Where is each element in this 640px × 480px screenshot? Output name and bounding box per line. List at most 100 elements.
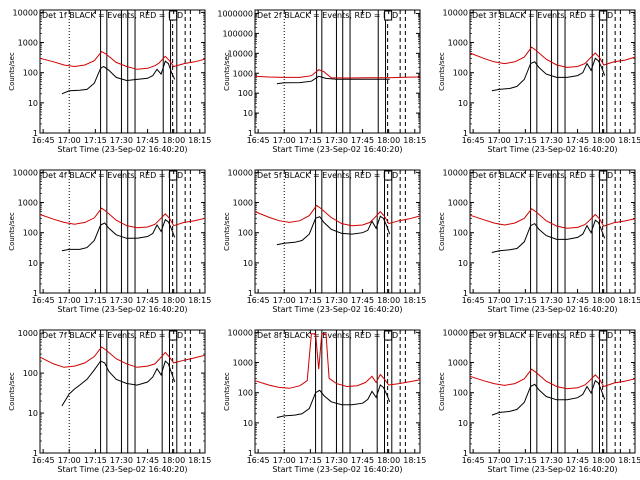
- x-tick-label: 17:45: [136, 296, 159, 305]
- chart-title: Det 9f BLACK = Events, RED = LLD: [472, 331, 613, 340]
- x-tick-label: 18:15: [618, 456, 640, 465]
- chart-panel-3: Det 3f BLACK = Events, RED = LLD 1 10 100 10…: [438, 8, 640, 154]
- y-tick-label: 1: [33, 449, 38, 458]
- series-line-lld: [469, 46, 636, 68]
- x-axis-label: Start Time (23-Sep-02 16:40:20): [487, 145, 617, 154]
- x-tick-label: 17:30: [325, 456, 348, 465]
- y-tick-label: 10000: [228, 49, 253, 58]
- y-tick-label: 1000: [233, 199, 253, 208]
- marker-box: [384, 10, 393, 21]
- x-tick-label: 17:45: [566, 296, 589, 305]
- y-tick-label: 100000: [222, 29, 253, 38]
- plot-frame: [39, 169, 206, 294]
- x-tick-label: 17:00: [488, 136, 511, 145]
- series-line-events: [61, 60, 176, 95]
- series-line-lld: [254, 204, 421, 227]
- y-tick-label: 1: [248, 449, 253, 458]
- marker-box: [384, 170, 393, 181]
- chart-title: Det 3f BLACK = Events, RED = LLD: [472, 11, 613, 20]
- y-tick-label: 10000: [13, 168, 38, 177]
- y-tick-label: 1000: [448, 199, 468, 208]
- x-tick-label: 17:15: [84, 296, 107, 305]
- plot-frame: [254, 329, 421, 454]
- series-line-lld: [254, 69, 421, 79]
- y-tick-label: 1: [463, 129, 468, 138]
- x-tick-label: 18:15: [403, 136, 426, 145]
- y-tick-label: 1: [33, 129, 38, 138]
- y-tick-label: 100: [23, 369, 38, 378]
- plot-frame: [469, 329, 636, 454]
- x-tick-label: 16:45: [462, 456, 485, 465]
- x-tick-label: 17:30: [110, 296, 133, 305]
- x-tick-label: 17:45: [351, 136, 374, 145]
- x-tick-label: 17:45: [136, 136, 159, 145]
- x-tick-label: 16:45: [247, 296, 270, 305]
- x-tick-label: 16:45: [462, 136, 485, 145]
- y-tick-label: 10: [28, 259, 38, 268]
- x-tick-label: 18:00: [377, 296, 400, 305]
- y-tick-label: 1000: [233, 69, 253, 78]
- x-tick-label: 17:45: [351, 456, 374, 465]
- y-tick-label: 10000: [443, 328, 468, 337]
- y-tick-label: 100: [238, 389, 253, 398]
- x-tick-label: 17:45: [566, 136, 589, 145]
- x-axis-label: Start Time (23-Sep-02 16:40:20): [272, 145, 402, 154]
- x-tick-label: 17:15: [299, 136, 322, 145]
- y-tick-label: 1: [463, 289, 468, 298]
- x-tick-label: 17:30: [110, 456, 133, 465]
- series-line-events: [491, 379, 606, 416]
- y-axis-label: Counts/sec: [438, 52, 446, 91]
- chart-panel-8: Det 8f BLACK = Events, RED = LLD 1 10 100 10…: [223, 328, 426, 474]
- x-tick-label: 18:00: [162, 296, 185, 305]
- x-tick-label: 17:15: [84, 136, 107, 145]
- x-tick-label: 17:30: [325, 136, 348, 145]
- y-tick-label: 100: [238, 229, 253, 238]
- chart-title: Det 4f BLACK = Events, RED = LLD: [42, 171, 183, 180]
- chart-panel-9: Det 9f BLACK = Events, RED = LLD 1 10 100 10…: [438, 328, 640, 474]
- chart-title: Det 8f BLACK = Events, RED = LLD: [257, 331, 398, 340]
- x-tick-label: 17:30: [325, 296, 348, 305]
- y-tick-label: 10: [458, 419, 468, 428]
- x-tick-label: 17:30: [110, 136, 133, 145]
- x-axis-label: Start Time (23-Sep-02 16:40:20): [487, 305, 617, 314]
- chart-panel-6: Det 6f BLACK = Events, RED = LLD 1 10 100 10…: [438, 168, 640, 314]
- x-tick-label: 17:15: [84, 456, 107, 465]
- plot-frame: [254, 9, 421, 134]
- x-tick-label: 16:45: [32, 456, 55, 465]
- y-tick-label: 10: [458, 99, 468, 108]
- x-tick-label: 16:45: [247, 456, 270, 465]
- series-line-events: [491, 219, 606, 253]
- y-tick-label: 10: [243, 259, 253, 268]
- x-tick-label: 17:30: [540, 136, 563, 145]
- x-tick-label: 18:00: [592, 456, 615, 465]
- x-tick-label: 18:00: [162, 456, 185, 465]
- x-tick-label: 17:15: [299, 456, 322, 465]
- chart-panel-5: Det 5f BLACK = Events, RED = LLD 1 10 100 10…: [223, 168, 426, 314]
- x-tick-label: 16:45: [462, 296, 485, 305]
- y-tick-label: 10: [243, 109, 253, 118]
- x-tick-label: 18:00: [592, 136, 615, 145]
- y-axis-label: Counts/sec: [8, 212, 16, 251]
- x-tick-label: 18:00: [162, 136, 185, 145]
- x-tick-label: 18:15: [403, 296, 426, 305]
- x-tick-label: 18:15: [188, 456, 211, 465]
- marker-box: [169, 330, 178, 341]
- x-tick-label: 17:15: [299, 296, 322, 305]
- y-tick-label: 10: [243, 419, 253, 428]
- x-tick-label: 17:15: [514, 456, 537, 465]
- marker-box: [599, 330, 608, 341]
- x-tick-label: 18:15: [618, 136, 640, 145]
- y-tick-label: 100: [23, 69, 38, 78]
- y-axis-label: Counts/sec: [438, 212, 446, 251]
- x-tick-label: 17:30: [540, 296, 563, 305]
- x-tick-label: 17:00: [273, 456, 296, 465]
- x-axis-label: Start Time (23-Sep-02 16:40:20): [57, 145, 187, 154]
- series-line-events: [276, 75, 390, 85]
- x-axis-label: Start Time (23-Sep-02 16:40:20): [57, 465, 187, 474]
- x-tick-label: 16:45: [32, 296, 55, 305]
- x-tick-label: 18:00: [377, 136, 400, 145]
- x-tick-label: 17:00: [58, 296, 81, 305]
- marker-box: [169, 10, 178, 21]
- series-line-events: [491, 57, 606, 92]
- x-tick-label: 18:15: [188, 296, 211, 305]
